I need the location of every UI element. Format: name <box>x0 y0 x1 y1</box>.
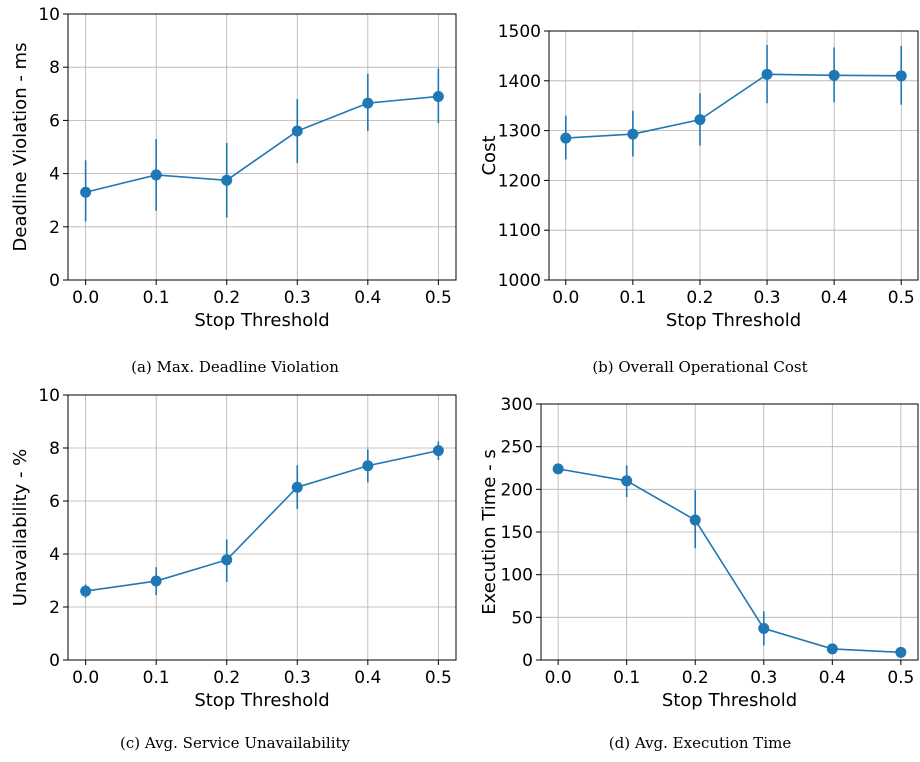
data-point <box>689 514 701 526</box>
y-tick-label: 4 <box>49 545 60 565</box>
x-tick-label: 0.1 <box>143 668 170 688</box>
x-axis-label: Stop Threshold <box>662 690 797 711</box>
x-axis-label: Stop Threshold <box>194 310 329 331</box>
series-line-d <box>557 468 901 654</box>
data-point <box>761 68 773 80</box>
caption-panel-c: (c) Avg. Service Unavailability <box>120 734 351 752</box>
y-tick-label: 2 <box>49 598 60 618</box>
y-axis-label: Deadline Violation - ms <box>10 43 31 252</box>
data-point <box>150 575 162 587</box>
y-tick-label: 2 <box>49 218 60 238</box>
data-point <box>895 70 907 82</box>
data-point <box>826 643 838 655</box>
x-tick-label: 0.0 <box>72 288 99 308</box>
y-tick-label: 1100 <box>498 221 541 241</box>
data-point <box>694 114 706 126</box>
x-tick-label: 0.2 <box>686 288 713 308</box>
x-tick-label: 0.0 <box>72 668 99 688</box>
x-tick-label: 0.5 <box>888 288 915 308</box>
x-tick-label: 0.0 <box>545 668 572 688</box>
y-tick-label: 100 <box>501 566 533 586</box>
y-tick-label: 4 <box>49 165 60 185</box>
data-point <box>560 132 572 144</box>
plot-frame <box>67 13 457 281</box>
y-tick-label: 8 <box>49 58 60 78</box>
caption-panel-d: (d) Avg. Execution Time <box>609 734 792 752</box>
data-point <box>552 463 564 475</box>
chart-panel-a: (a) Max. Deadline Violation 0.0 0.1 0.2 0.3… <box>10 5 457 376</box>
y-axis-label: Cost <box>479 135 500 175</box>
x-axis-label: Stop Threshold <box>666 310 801 331</box>
data-point <box>362 460 374 472</box>
series-line-b <box>565 73 902 139</box>
plot-frame <box>67 394 457 661</box>
y-tick-label: 0 <box>49 271 60 291</box>
data-point <box>362 97 374 109</box>
data-point <box>80 585 92 597</box>
y-tick-label: 1200 <box>498 171 541 191</box>
y-tick-label: 0 <box>522 651 533 671</box>
y-axis-label: Execution Time - s <box>479 449 500 614</box>
x-tick-label: 0.0 <box>552 288 579 308</box>
data-point <box>621 475 633 487</box>
plot-frame <box>548 30 919 281</box>
x-tick-label: 0.5 <box>887 668 914 688</box>
data-point <box>895 646 907 658</box>
series-line-c <box>85 449 439 592</box>
y-tick-label: 6 <box>49 492 60 512</box>
caption-panel-a: (a) Max. Deadline Violation <box>131 358 339 376</box>
x-tick-label: 0.1 <box>613 668 640 688</box>
caption-panel-b: (b) Overall Operational Cost <box>592 358 807 376</box>
y-tick-label: 8 <box>49 439 60 459</box>
y-tick-label: 10 <box>38 5 60 25</box>
x-tick-label: 0.5 <box>425 668 452 688</box>
chart-panel-d: (d) Avg. Execution Time 0.0 0.1 0.2 0.3 0.4 0… <box>479 395 919 752</box>
data-point <box>432 445 444 457</box>
x-tick-label: 0.3 <box>284 288 311 308</box>
x-tick-label: 0.2 <box>213 668 240 688</box>
x-tick-label: 0.1 <box>619 288 646 308</box>
chart-panel-c: (c) Avg. Service Unavailability 0.0 0.1 0.… <box>10 386 457 752</box>
y-tick-label: 6 <box>49 111 60 131</box>
x-tick-label: 0.4 <box>819 668 846 688</box>
x-tick-label: 0.3 <box>750 668 777 688</box>
data-point <box>627 128 639 140</box>
x-tick-label: 0.2 <box>682 668 709 688</box>
y-tick-label: 1400 <box>498 72 541 92</box>
y-axis-label: Unavailability - % <box>10 449 31 607</box>
data-point <box>221 554 233 566</box>
data-point <box>221 174 233 186</box>
x-tick-label: 0.1 <box>143 288 170 308</box>
data-point <box>291 125 303 137</box>
y-tick-label: 300 <box>501 395 533 415</box>
x-tick-label: 0.5 <box>425 288 452 308</box>
chart-panel-b: (b) Overall Operational Cost 0.0 0.1 0.2 0.… <box>479 22 919 376</box>
data-point <box>758 622 770 634</box>
y-tick-label: 1000 <box>498 271 541 291</box>
x-tick-label: 0.3 <box>284 668 311 688</box>
x-tick-label: 0.4 <box>354 288 381 308</box>
x-tick-label: 0.4 <box>354 668 381 688</box>
x-axis-label: Stop Threshold <box>194 690 329 711</box>
data-point <box>80 186 92 198</box>
y-tick-label: 150 <box>501 523 533 543</box>
y-tick-label: 1300 <box>498 122 541 142</box>
x-tick-label: 0.4 <box>821 288 848 308</box>
data-point <box>828 69 840 81</box>
y-tick-label: 0 <box>49 651 60 671</box>
x-tick-label: 0.3 <box>754 288 781 308</box>
data-point <box>291 481 303 493</box>
y-tick-label: 10 <box>38 386 60 406</box>
y-tick-label: 1500 <box>498 22 541 42</box>
series-line-a <box>85 95 439 193</box>
data-point <box>150 169 162 181</box>
x-tick-label: 0.2 <box>213 288 240 308</box>
y-tick-label: 200 <box>501 480 533 500</box>
data-point <box>432 90 444 102</box>
y-tick-label: 250 <box>501 438 533 458</box>
y-tick-label: 50 <box>511 608 533 628</box>
